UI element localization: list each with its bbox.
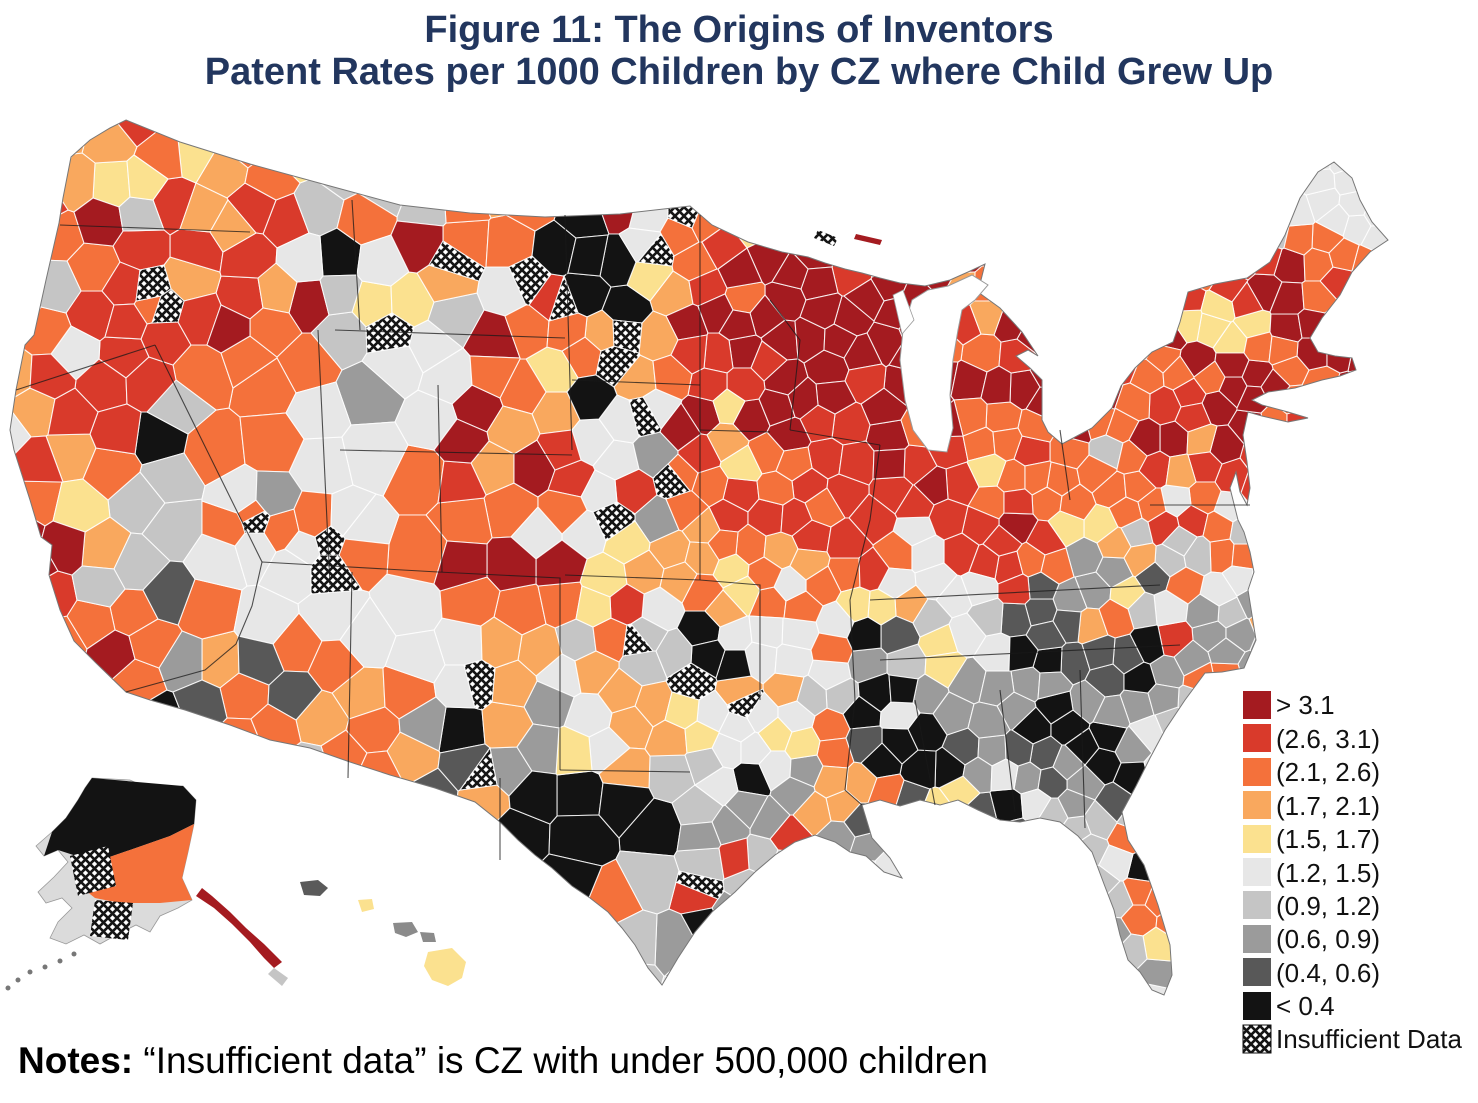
svg-text:(1.5, 1.7): (1.5, 1.7) — [1276, 824, 1380, 854]
svg-text:(1.7, 2.1): (1.7, 2.1) — [1276, 791, 1380, 821]
svg-text:(2.1, 2.6): (2.1, 2.6) — [1276, 757, 1380, 787]
svg-text:(0.9, 1.2): (0.9, 1.2) — [1276, 891, 1380, 921]
svg-text:(0.4, 0.6): (0.4, 0.6) — [1276, 958, 1380, 988]
svg-text:> 3.1: > 3.1 — [1276, 690, 1335, 720]
svg-text:< 0.4: < 0.4 — [1276, 991, 1335, 1021]
svg-text:(0.6, 0.9): (0.6, 0.9) — [1276, 924, 1380, 954]
svg-text:(1.2, 1.5): (1.2, 1.5) — [1276, 858, 1380, 888]
svg-text:Insufficient Data: Insufficient Data — [1276, 1024, 1463, 1054]
svg-text:(2.6, 3.1): (2.6, 3.1) — [1276, 724, 1380, 754]
